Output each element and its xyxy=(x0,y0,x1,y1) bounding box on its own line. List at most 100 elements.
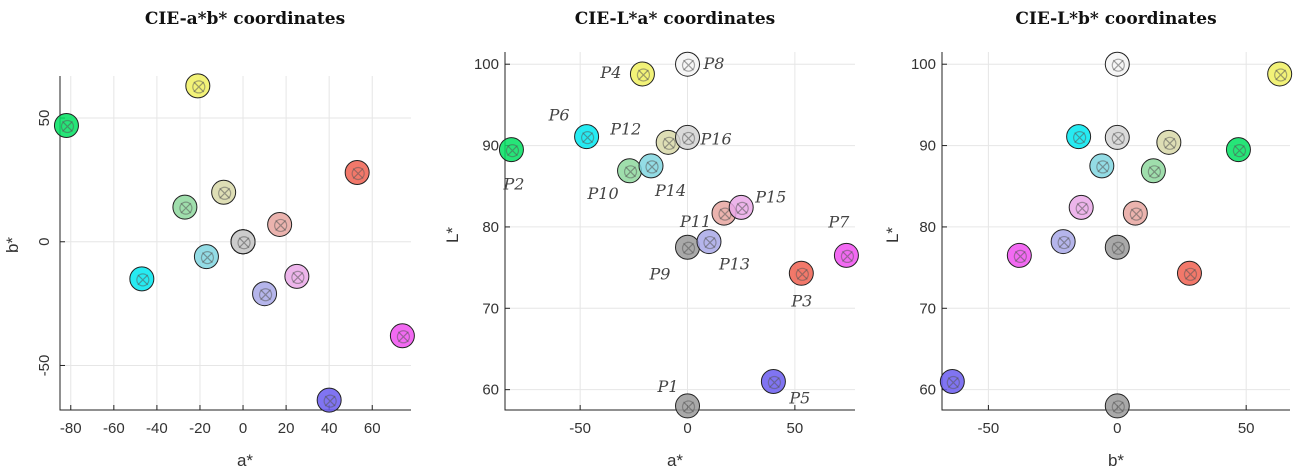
point-p9 xyxy=(1104,234,1130,260)
point-p13 xyxy=(696,229,722,255)
point-p15 xyxy=(728,194,754,220)
point-p16 xyxy=(1104,124,1130,150)
point-p4 xyxy=(1267,61,1293,87)
y-tick-label: 100 xyxy=(474,56,499,73)
ylabel-lb: L* xyxy=(883,227,902,243)
x-tick-label: -40 xyxy=(146,420,168,437)
axis-lines xyxy=(941,52,1290,411)
y-tick-label: 50 xyxy=(36,110,53,127)
point-label-p14: P14 xyxy=(654,181,686,200)
point-p3 xyxy=(344,159,370,185)
y-tick-label: 70 xyxy=(482,300,499,317)
point-p11 xyxy=(267,211,293,237)
y-tick-label: 100 xyxy=(911,56,936,73)
point-p7 xyxy=(1006,242,1032,268)
point-label-p15: P15 xyxy=(754,187,786,206)
point-p12 xyxy=(1156,129,1182,155)
point-p15 xyxy=(1068,194,1094,220)
ylabel-la: L* xyxy=(443,227,462,243)
point-p2 xyxy=(53,112,79,138)
point-label-p2: P2 xyxy=(502,175,524,194)
xlabel-ab: a* xyxy=(237,451,253,470)
point-p7 xyxy=(389,323,415,349)
point-label-p1: P1 xyxy=(657,377,679,396)
panel-ab: CIE-a*b* coordinates a* b* xyxy=(3,9,345,470)
point-label-p7: P7 xyxy=(827,212,850,231)
x-tick-label: -60 xyxy=(103,420,125,437)
point-p10 xyxy=(617,158,643,184)
y-tick-label: 90 xyxy=(482,138,499,155)
point-p12 xyxy=(655,129,681,155)
point-p6 xyxy=(129,266,155,292)
point-p14 xyxy=(638,153,664,179)
x-tick-label: -80 xyxy=(60,420,82,437)
point-p6 xyxy=(574,124,600,150)
point-p13 xyxy=(1050,229,1076,255)
point-p2 xyxy=(498,137,524,163)
point-p10 xyxy=(1140,158,1166,184)
point-p15 xyxy=(284,263,310,289)
xlabel-la: a* xyxy=(667,451,683,470)
y-tick-label: 0 xyxy=(36,238,53,246)
point-label-p9: P9 xyxy=(649,264,671,283)
point-p3 xyxy=(788,260,814,286)
point-p16 xyxy=(230,229,256,255)
point-label-p10: P10 xyxy=(587,184,619,203)
xlabel-lb: b* xyxy=(1108,451,1124,470)
x-tick-label: 0 xyxy=(239,420,247,437)
x-tick-label: 0 xyxy=(683,420,691,437)
y-tick-label: 90 xyxy=(919,138,936,155)
plot-la: -50 0 50 60 70 80 90 100 P1 P2 P3 P4 P5 P6 P7 P8 P9 P10 P1… xyxy=(474,51,859,437)
plot-ab: -80 -60 -40 -20 0 20 40 60 -50 0 50 xyxy=(36,73,415,437)
y-tick-label: 60 xyxy=(482,382,499,399)
panel-lb: CIE-L*b* coordinates b* L* xyxy=(883,9,1217,470)
x-tick-label: 50 xyxy=(1238,420,1255,437)
x-tick-label: 50 xyxy=(787,420,804,437)
point-p4 xyxy=(629,61,655,87)
point-label-p12: P12 xyxy=(609,119,641,138)
x-tick-label: -50 xyxy=(978,420,1000,437)
x-tick-label: 0 xyxy=(1113,420,1121,437)
chart-title-ab: CIE-a*b* coordinates xyxy=(145,9,345,29)
point-p1 xyxy=(675,393,701,419)
x-tick-label: 40 xyxy=(321,420,338,437)
point-p2 xyxy=(1225,137,1251,163)
y-tick-label: 80 xyxy=(919,219,936,236)
point-p5 xyxy=(939,369,965,395)
point-p1 xyxy=(1104,393,1130,419)
point-p5 xyxy=(760,369,786,395)
panel-la: CIE-L*a* coordinates a* L* xyxy=(443,9,775,470)
point-p12 xyxy=(211,179,237,205)
y-tick-label: 70 xyxy=(919,300,936,317)
point-p16 xyxy=(675,124,701,150)
point-label-p13: P13 xyxy=(718,255,750,274)
axis-lines xyxy=(504,52,855,411)
point-p13 xyxy=(252,281,278,307)
point-p8 xyxy=(675,51,701,77)
point-p10 xyxy=(172,194,198,220)
point-p6 xyxy=(1066,124,1092,150)
x-tick-label: -50 xyxy=(569,420,591,437)
point-p9 xyxy=(675,234,701,260)
point-label-p6: P6 xyxy=(548,106,570,125)
point-label-p16: P16 xyxy=(700,129,732,148)
point-p5 xyxy=(316,387,342,413)
chart-title-la: CIE-L*a* coordinates xyxy=(575,9,775,29)
point-p7 xyxy=(833,242,859,268)
point-label-p3: P3 xyxy=(790,291,812,310)
x-tick-label: 20 xyxy=(278,420,295,437)
plot-lb: -50 0 50 60 70 80 90 100 xyxy=(911,51,1293,437)
ylabel-ab: b* xyxy=(3,237,22,253)
point-p4 xyxy=(185,73,211,99)
point-label-p5: P5 xyxy=(788,389,810,408)
point-p14 xyxy=(193,244,219,270)
chart-title-lb: CIE-L*b* coordinates xyxy=(1015,9,1216,29)
point-p11 xyxy=(1122,200,1148,226)
point-label-p4: P4 xyxy=(599,63,621,82)
point-p3 xyxy=(1176,260,1202,286)
point-label-p8: P8 xyxy=(703,54,725,73)
point-label-p11: P11 xyxy=(679,212,711,231)
y-tick-label: 80 xyxy=(482,219,499,236)
point-p8 xyxy=(1104,51,1130,77)
